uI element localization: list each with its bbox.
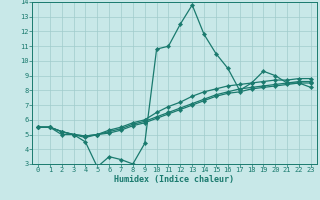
X-axis label: Humidex (Indice chaleur): Humidex (Indice chaleur): [115, 175, 234, 184]
